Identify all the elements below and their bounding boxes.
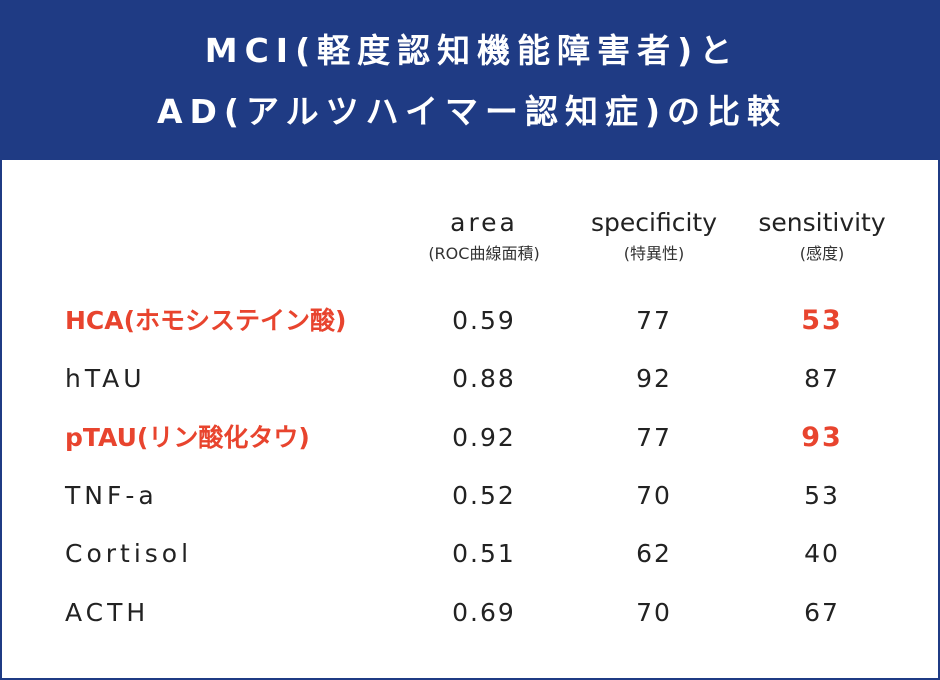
area-value: 0.92: [452, 423, 516, 452]
row-name: TNF-a: [65, 481, 158, 510]
table-row: TNF-a 0.52 70 53: [2, 476, 940, 516]
column-header-area-sub: (ROC曲線面積): [428, 244, 540, 263]
title-line-2: AD(アルツハイマー認知症)の比較: [156, 92, 788, 131]
area-value: 0.51: [452, 539, 516, 568]
sensitivity-value: 53: [804, 481, 840, 510]
specificity-value: 77: [636, 306, 672, 335]
sensitivity-value: 93: [801, 422, 843, 453]
sensitivity-value: 53: [801, 305, 843, 336]
column-header-area: area (ROC曲線面積): [384, 208, 584, 264]
title-banner: MCI(軽度認知機能障害者)と AD(アルツハイマー認知症)の比較: [2, 0, 940, 160]
specificity-value: 77: [636, 423, 672, 452]
column-header-area-label: area: [450, 208, 518, 237]
row-name: HCA(ホモシステイン酸): [65, 306, 347, 335]
column-header-sensitivity-label: sensitivity: [758, 208, 886, 237]
area-value: 0.59: [452, 306, 516, 335]
column-header-specificity-label: specificity: [590, 208, 717, 237]
column-header-specificity-sub: (特異性): [623, 244, 685, 263]
sensitivity-value: 67: [804, 598, 840, 627]
area-value: 0.52: [452, 481, 516, 510]
column-header-sensitivity-sub: (感度): [799, 244, 845, 263]
row-name: ACTH: [65, 598, 150, 627]
area-value: 0.88: [452, 364, 516, 393]
area-value: 0.69: [452, 598, 516, 627]
column-header-sensitivity: sensitivity (感度): [722, 208, 922, 264]
table-row: ACTH 0.69 70 67: [2, 593, 940, 633]
sensitivity-value: 87: [804, 364, 840, 393]
table-row: hTAU 0.88 92 87: [2, 359, 940, 399]
title-line-1: MCI(軽度認知機能障害者)と: [204, 31, 740, 70]
row-name: hTAU: [65, 364, 146, 393]
specificity-value: 70: [636, 481, 672, 510]
sensitivity-value: 40: [804, 539, 840, 568]
table-row: Cortisol 0.51 62 40: [2, 534, 940, 574]
column-header-specificity: specificity (特異性): [554, 208, 754, 264]
row-name: Cortisol: [65, 539, 193, 568]
table-row: HCA(ホモシステイン酸) 0.59 77 53: [2, 301, 940, 341]
table-row: pTAU(リン酸化タウ) 0.92 77 93: [2, 418, 940, 458]
specificity-value: 62: [636, 539, 672, 568]
specificity-value: 92: [636, 364, 672, 393]
row-name: pTAU(リン酸化タウ): [65, 423, 310, 452]
specificity-value: 70: [636, 598, 672, 627]
